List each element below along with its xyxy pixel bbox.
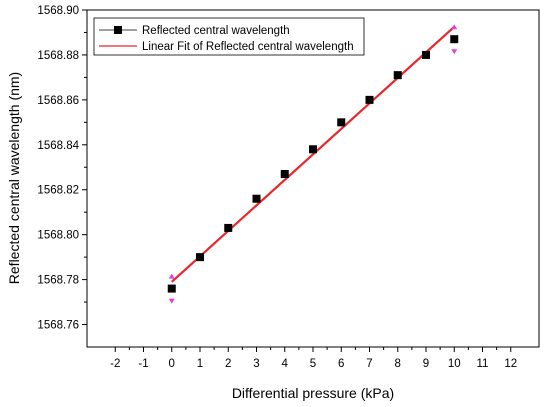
- fit-line: [171, 26, 455, 283]
- legend-box: [93, 17, 365, 56]
- data-point: [280, 170, 289, 179]
- plot-frame: [86, 9, 540, 348]
- data-point: [422, 50, 430, 59]
- x-axis-ticks: -2 -1 0 1 2 3 4 5 6 7 8 9 10 11 12: [110, 347, 517, 370]
- y-tick-label: 1568.90: [37, 5, 79, 17]
- error-down-marker: [168, 298, 175, 304]
- x-axis-title: Differential pressure (kPa): [232, 385, 394, 401]
- x-tick-label: 0: [169, 358, 175, 370]
- data-point: [167, 284, 176, 293]
- x-tick-label: 4: [282, 358, 289, 370]
- y-tick-label: 1568.80: [37, 230, 79, 242]
- y-tick-label: 1568.86: [37, 95, 79, 107]
- data-point: [393, 71, 402, 80]
- error-up-marker: [168, 273, 175, 279]
- legend-scatter-marker: [114, 26, 122, 34]
- error-up-marker: [451, 24, 458, 30]
- x-tick-label: 9: [423, 358, 429, 370]
- y-axis-title: Reflected central wavelength (nm): [6, 72, 22, 284]
- y-tick-label: 1568.88: [37, 50, 79, 62]
- x-tick-label: -1: [138, 358, 148, 370]
- x-tick-label: 8: [395, 358, 401, 370]
- fit-layer: [171, 26, 455, 283]
- y-axis-ticks: 1568.76 1568.78 1568.80 1568.82 1568.84 1568.…: [37, 5, 87, 332]
- x-tick-label: -2: [110, 358, 120, 370]
- y-tick-label: 1568.76: [37, 320, 79, 332]
- data-point: [196, 253, 204, 262]
- y-tick-label: 1568.84: [37, 140, 79, 152]
- data-point: [224, 223, 233, 232]
- error-markers: [168, 24, 458, 304]
- x-tick-label: 3: [253, 358, 259, 370]
- x-tick-label: 11: [477, 358, 489, 370]
- x-tick-label: 10: [448, 358, 461, 370]
- x-tick-label: 1: [197, 358, 203, 370]
- legend-fit-label: Linear Fit of Reflected central waveleng…: [142, 41, 354, 53]
- data-point: [365, 95, 374, 104]
- y-tick-label: 1568.78: [37, 275, 79, 287]
- data-point: [309, 145, 317, 154]
- legend: Reflected central wavelength Linear Fit …: [93, 17, 365, 56]
- y-tick-label: 1568.82: [37, 185, 79, 197]
- legend-scatter-label: Reflected central wavelength: [142, 25, 290, 37]
- data-point: [337, 118, 346, 127]
- error-down-marker: [451, 49, 458, 55]
- x-tick-label: 12: [504, 358, 517, 370]
- data-point: [252, 194, 261, 203]
- x-tick-label: 7: [366, 358, 372, 370]
- data-points: [167, 35, 459, 293]
- x-tick-label: 2: [225, 358, 231, 370]
- x-tick-label: 5: [310, 358, 316, 370]
- x-tick-label: 6: [338, 358, 344, 370]
- data-point: [450, 35, 459, 44]
